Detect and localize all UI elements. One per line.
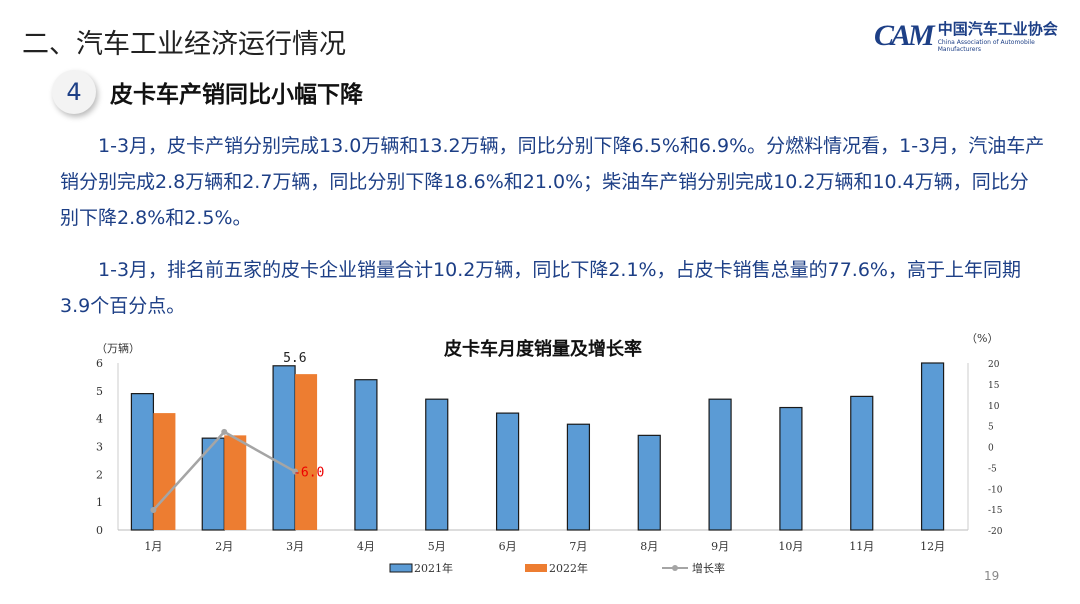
y-tick-label: 2	[96, 468, 103, 481]
bar-2022	[295, 374, 318, 530]
bar-2021	[779, 406, 803, 531]
bar-2021	[425, 398, 449, 531]
bar-2022	[224, 435, 247, 530]
y-tick-label: 0	[96, 524, 103, 537]
legend-label: 增长率	[692, 561, 725, 575]
bar-2021	[920, 362, 945, 531]
bar-2021	[637, 434, 661, 531]
y2-tick-label: 20	[988, 360, 1000, 370]
legend-swatch	[525, 564, 547, 572]
y2-tick-label: -20	[988, 527, 1003, 537]
x-tick-label: 4月	[357, 540, 375, 553]
y2-tick-label: -15	[988, 506, 1003, 516]
y-tick-label: 5	[96, 385, 103, 398]
y-tick-label: 3	[96, 441, 103, 454]
page-title: 二、汽车工业经济运行情况	[22, 29, 346, 60]
y2-tick-label: 0	[988, 444, 994, 454]
section-title: 皮卡车产销同比小幅下降	[110, 82, 363, 108]
section-number: 4	[52, 70, 96, 114]
paragraph: 1-3月，排名前五家的皮卡企业销量合计10.2万辆，同比下降2.1%，占皮卡销售…	[60, 259, 1021, 317]
y2-tick-label: 15	[988, 381, 1000, 391]
x-tick-label: 7月	[569, 540, 587, 553]
x-tick-label: 5月	[428, 540, 446, 553]
legend-swatch	[389, 563, 413, 573]
y2-tick-label: 10	[988, 402, 1000, 412]
bar-2021	[354, 379, 378, 531]
growth-point	[221, 428, 228, 435]
logo-text-cn: 中国汽车工业协会	[937, 20, 1058, 38]
x-tick-label: 1月	[144, 540, 162, 553]
y2-axis-label: （%）	[966, 332, 998, 345]
growth-point	[150, 506, 157, 513]
bar-2021	[708, 398, 732, 531]
legend-label: 2022年	[549, 561, 588, 575]
y2-tick-label: 5	[988, 423, 994, 433]
cam-logo-icon: CAM	[874, 18, 935, 52]
x-tick-label: 12月	[920, 540, 945, 553]
y-tick-label: 1	[96, 496, 103, 509]
y-tick-label: 4	[96, 413, 103, 426]
chart-title: 皮卡车月度销量及增长率	[444, 338, 642, 360]
x-tick-label: 11月	[849, 540, 874, 553]
legend-marker	[672, 565, 678, 571]
x-tick-label: 6月	[499, 540, 517, 553]
logo: CAM 中国汽车工业协会 China Association of Automo…	[874, 18, 1080, 54]
page-number: 19	[984, 569, 1000, 583]
bar-2021	[850, 395, 874, 531]
y-axis-label: （万辆）	[96, 341, 140, 355]
logo-text-en: China Association of Automobile Manufact…	[937, 39, 1035, 53]
data-label: 5.6	[283, 351, 306, 366]
y2-tick-label: -10	[988, 485, 1003, 495]
y-tick-label: 6	[96, 357, 103, 370]
x-tick-label: 8月	[640, 540, 658, 553]
x-tick-label: 2月	[215, 540, 233, 553]
y2-tick-label: -5	[988, 464, 997, 474]
bar-2021	[566, 423, 591, 531]
bar-2021	[130, 393, 155, 531]
paragraph: 1-3月，皮卡产销分别完成13.0万辆和13.2万辆，同比分别下降6.5%和6.…	[60, 135, 1045, 229]
bar-2021	[495, 412, 520, 531]
x-tick-label: 3月	[286, 540, 304, 553]
x-tick-label: 10月	[778, 540, 803, 553]
bar-2021	[272, 365, 296, 531]
data-label: -6.0	[293, 466, 324, 481]
growth-point	[292, 468, 299, 475]
bar-2022	[153, 413, 176, 530]
section-heading: 4 皮卡车产销同比小幅下降	[52, 70, 363, 114]
legend-label: 2021年	[414, 561, 453, 575]
x-tick-label: 9月	[711, 540, 729, 553]
